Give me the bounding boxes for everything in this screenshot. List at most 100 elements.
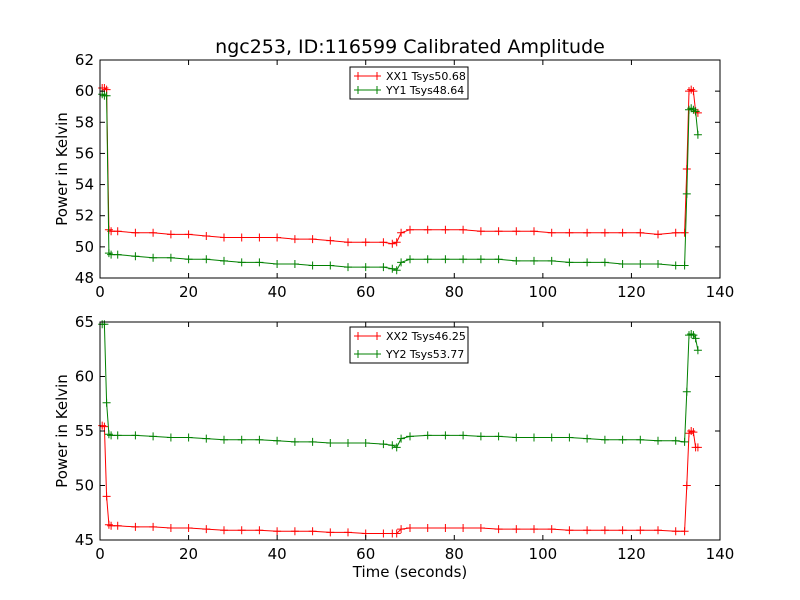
data-point: [423, 431, 432, 440]
data-point: [494, 432, 503, 441]
data-point: [423, 524, 432, 532]
data-point: [494, 525, 503, 534]
data-point: [600, 526, 609, 535]
data-point: [290, 235, 299, 244]
data-point: [255, 233, 264, 242]
chart-title: ngc253, ID:116599 Calibrated Amplitude: [215, 36, 605, 58]
data-point: [583, 526, 592, 535]
data-point: [512, 433, 521, 442]
data-point: [459, 431, 468, 440]
data-point: [326, 236, 335, 245]
x-tick-label: 20: [179, 283, 198, 301]
data-point: [131, 228, 140, 237]
y-tick-label: 52: [75, 207, 94, 225]
y-tick-label: 58: [75, 113, 94, 131]
data-point: [326, 439, 335, 447]
data-point: [547, 525, 556, 534]
data-point: [680, 527, 689, 536]
data-point: [220, 526, 228, 535]
data-point: [113, 250, 122, 259]
data-point: [459, 524, 468, 532]
data-point: [202, 232, 211, 240]
data-point: [202, 434, 211, 443]
data-point: [397, 434, 406, 443]
data-point: [671, 261, 680, 270]
data-point: [680, 228, 689, 237]
data-point: [565, 258, 574, 267]
legend-box: [349, 326, 469, 364]
data-point: [113, 227, 122, 236]
data-point: [102, 492, 111, 501]
x-tick-label: 100: [529, 545, 558, 563]
data-point: [494, 227, 503, 236]
data-point: [149, 522, 158, 531]
data-point: [565, 433, 574, 442]
data-point: [202, 525, 211, 534]
data-point: [600, 228, 609, 237]
data-point: [184, 230, 193, 239]
data-point: [361, 238, 370, 247]
data-point: [392, 238, 401, 247]
data-point: [691, 334, 700, 343]
data-point: [618, 228, 627, 237]
data-point: [547, 256, 556, 265]
data-point: [220, 233, 228, 242]
data-point: [680, 261, 689, 270]
data-point: [166, 253, 175, 262]
data-point: [476, 524, 485, 532]
data-point: [102, 398, 111, 407]
legend-label: YY2 Tsys53.77: [385, 348, 464, 361]
x-tick-label: 140: [706, 283, 735, 301]
data-point: [406, 432, 414, 441]
data-point: [671, 436, 680, 445]
data-point: [671, 527, 680, 536]
y-tick-label: 45: [75, 531, 94, 549]
series-4: [98, 320, 702, 452]
data-point: [273, 436, 282, 445]
data-point: [290, 437, 299, 446]
data-point: [237, 435, 246, 444]
legend-entry: YY1 Tsys48.64: [354, 84, 464, 97]
data-point: [441, 431, 450, 440]
data-point: [512, 525, 521, 534]
data-point: [583, 228, 592, 237]
data-point: [682, 387, 691, 396]
data-point: [654, 526, 662, 535]
series-1: [98, 84, 702, 248]
legend-marker: [354, 72, 381, 80]
legend-label: YY1 Tsys48.64: [385, 84, 464, 97]
data-point: [308, 235, 317, 244]
data-point: [636, 228, 645, 237]
x-tick-label: 60: [356, 283, 375, 301]
data-point: [100, 422, 109, 431]
data-point: [397, 525, 406, 534]
data-point: [654, 230, 662, 239]
legend-label: XX1 Tsys50.68: [386, 70, 466, 83]
data-point: [583, 258, 592, 267]
data-point: [131, 522, 140, 531]
data-point: [102, 91, 111, 100]
data-point: [273, 260, 282, 268]
data-point: [166, 230, 175, 239]
x-tick-label: 120: [617, 283, 646, 301]
data-point: [237, 233, 246, 242]
data-point: [379, 238, 388, 247]
data-point: [689, 428, 698, 437]
legend-marker: [354, 350, 381, 358]
data-point: [344, 263, 352, 272]
data-point: [131, 252, 140, 261]
x-tick-label: 100: [529, 283, 558, 301]
data-point: [547, 228, 556, 237]
data-point: [618, 526, 627, 535]
data-point: [565, 526, 574, 535]
data-point: [680, 437, 689, 446]
data-point: [290, 527, 299, 536]
data-point: [689, 87, 698, 96]
data-point: [202, 255, 211, 264]
data-point: [654, 436, 662, 445]
data-point: [459, 255, 468, 264]
y-tick-label: 60: [75, 82, 94, 100]
legend-entry: XX1 Tsys50.68: [354, 70, 466, 83]
legend-entry: XX2 Tsys46.25: [354, 330, 466, 343]
legend: XX2 Tsys46.25 YY2 Tsys53.77: [349, 326, 469, 364]
